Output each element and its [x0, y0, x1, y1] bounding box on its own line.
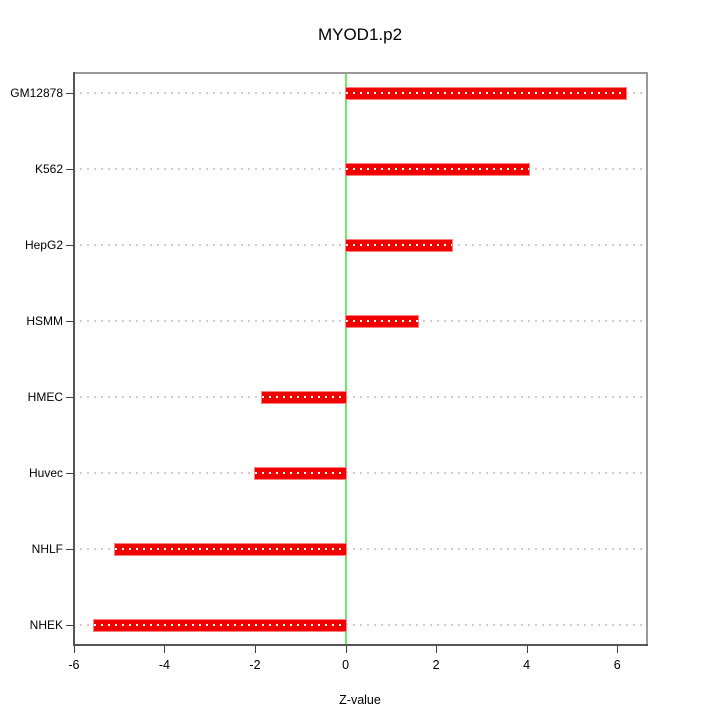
bar-center-dots: [345, 167, 529, 170]
zero-line: [344, 72, 347, 646]
x-tick: [73, 646, 75, 653]
bar-center-dots: [255, 471, 346, 474]
y-tick: [66, 473, 73, 475]
y-tick: [66, 625, 73, 627]
y-tick: [66, 549, 73, 551]
y-tick: [66, 397, 73, 399]
bar-center-dots: [114, 547, 346, 550]
bar-huvec: [255, 467, 346, 479]
y-label-hepg2: HepG2: [24, 238, 63, 253]
x-tick: [164, 646, 166, 653]
x-axis-title: Z-value: [339, 693, 381, 707]
x-tick-label: 4: [523, 658, 531, 672]
bar-center-dots: [94, 623, 346, 626]
bar-center-dots: [345, 91, 627, 94]
bar-hsmm: [345, 315, 418, 327]
x-tick-label: -6: [68, 658, 80, 672]
plot-frame-top: [73, 72, 648, 74]
y-label-hmec: HMEC: [27, 390, 63, 405]
bar-nhlf: [114, 543, 346, 555]
bar-center-dots: [345, 319, 418, 322]
x-tick: [526, 646, 528, 653]
bar-center-dots: [261, 395, 346, 398]
x-tick-label: 0: [342, 658, 350, 672]
x-tick-label: -4: [158, 658, 171, 672]
bar-center-dots: [345, 243, 452, 246]
chart-title: MYOD1.p2: [317, 25, 403, 44]
y-tick: [66, 321, 73, 323]
plot-frame-right: [646, 72, 648, 646]
y-tick: [66, 169, 73, 171]
y-tick: [66, 93, 73, 94]
x-tick: [255, 646, 256, 653]
y-label-huvec: Huvec: [28, 466, 63, 481]
bar-hepg2: [345, 239, 452, 251]
x-tick-label: -2: [249, 658, 261, 672]
plot-area: [73, 72, 648, 646]
bar-k562: [345, 163, 529, 175]
y-label-gm12878: GM12878: [10, 86, 63, 100]
x-tick: [436, 646, 438, 653]
x-tick: [345, 646, 347, 653]
x-tick-label: 6: [613, 658, 621, 672]
y-label-nhek: NHEK: [29, 618, 63, 633]
bar-hmec: [261, 391, 346, 403]
gridline: [73, 548, 648, 551]
y-tick: [66, 245, 73, 247]
y-label-nhlf: NHLF: [31, 542, 63, 557]
bar-nhek: [94, 619, 346, 631]
plot-frame-bottom: [73, 644, 648, 646]
gridline: [73, 396, 648, 399]
gridline: [73, 472, 648, 475]
x-tick-label: 2: [432, 658, 440, 672]
gridline: [73, 624, 648, 627]
y-label-k562: K562: [34, 162, 63, 177]
y-label-hsmm: HSMM: [26, 314, 63, 329]
x-tick: [617, 646, 619, 653]
plot-frame-left: [73, 72, 75, 646]
bar-gm12878: [345, 87, 627, 99]
